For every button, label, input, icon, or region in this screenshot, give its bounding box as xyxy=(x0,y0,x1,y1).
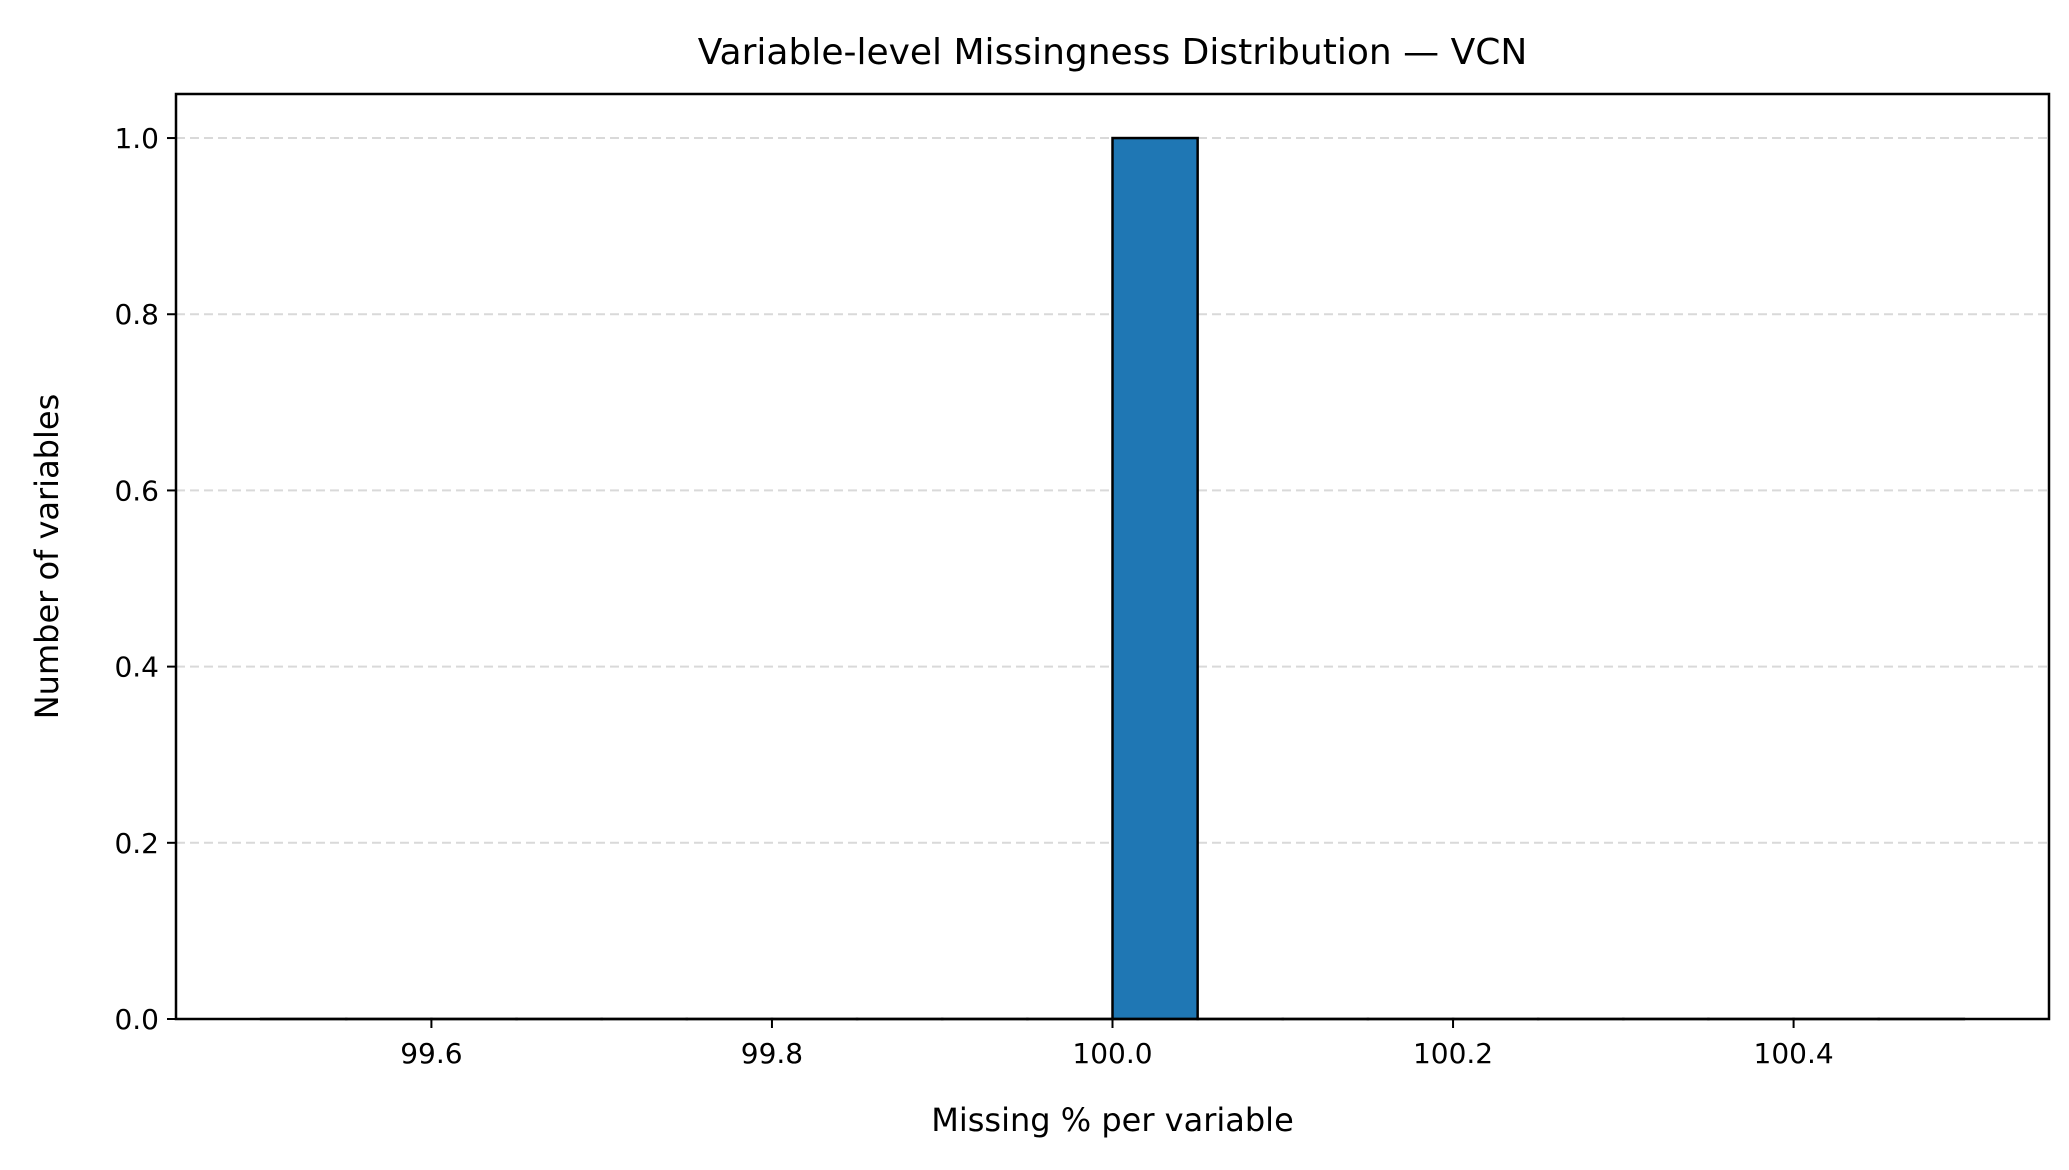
y-axis-ticks: 0.0 0.2 0.4 0.6 0.8 1.0 xyxy=(114,122,176,1036)
histogram-bar xyxy=(1113,138,1198,1019)
y-tick-label: 0.4 xyxy=(114,651,159,684)
x-tick-label: 100.4 xyxy=(1754,1037,1834,1070)
chart-title: Variable-level Missingness Distribution … xyxy=(698,32,1528,73)
y-tick-label: 0.8 xyxy=(114,298,159,331)
y-tick-label: 0.0 xyxy=(114,1003,159,1036)
y-tick-label: 0.6 xyxy=(114,474,159,507)
y-tick-label: 0.2 xyxy=(114,827,159,860)
x-tick-label: 100.2 xyxy=(1413,1037,1493,1070)
x-tick-label: 99.6 xyxy=(400,1037,462,1070)
y-tick-label: 1.0 xyxy=(114,122,159,155)
x-tick-label: 100.0 xyxy=(1072,1037,1152,1070)
y-axis-label: Number of variables xyxy=(28,394,66,720)
histogram-bars xyxy=(261,138,1964,1019)
x-axis-ticks: 99.6 99.8 100.0 100.2 100.4 xyxy=(400,1019,1833,1070)
x-axis-label: Missing % per variable xyxy=(931,1101,1294,1139)
x-tick-label: 99.8 xyxy=(741,1037,803,1070)
